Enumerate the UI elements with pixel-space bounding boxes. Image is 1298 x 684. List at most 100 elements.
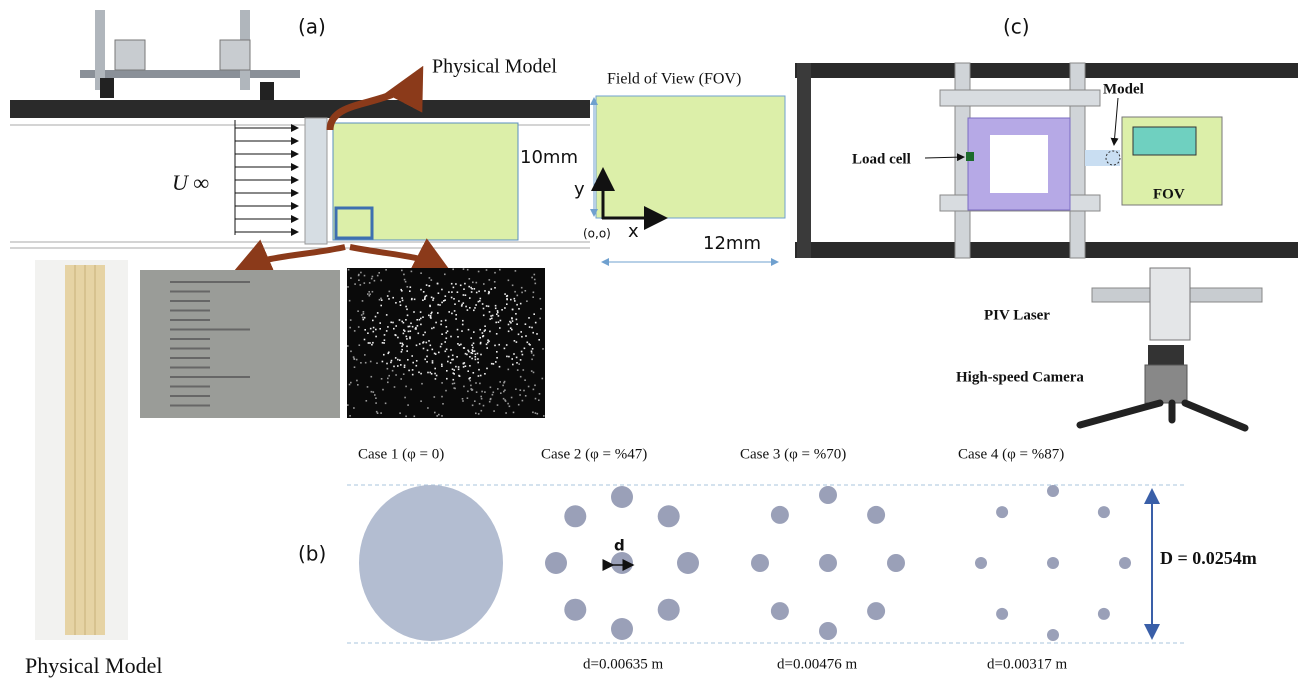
particle	[347, 345, 349, 347]
rod	[1119, 557, 1131, 569]
particle	[525, 323, 527, 325]
particle	[426, 356, 428, 358]
particle	[448, 291, 450, 293]
particle	[515, 313, 517, 315]
rod	[771, 602, 789, 620]
particle	[467, 391, 469, 393]
particle	[468, 286, 470, 288]
particle	[446, 326, 448, 328]
particle	[459, 344, 461, 346]
particle	[471, 358, 473, 360]
particle	[466, 354, 468, 356]
rod	[545, 552, 567, 574]
particle	[490, 315, 492, 317]
particle	[452, 269, 454, 271]
particle	[401, 321, 403, 323]
particle	[426, 295, 428, 297]
particle	[404, 397, 406, 399]
particle	[486, 344, 488, 346]
particle	[459, 375, 461, 377]
rod	[611, 486, 633, 508]
particle	[454, 383, 456, 385]
particle	[461, 330, 463, 332]
particle	[514, 340, 516, 342]
particle	[411, 299, 413, 301]
particle	[371, 391, 373, 393]
particle	[380, 305, 382, 307]
particle	[489, 401, 491, 403]
particle	[469, 307, 471, 309]
particle	[350, 351, 352, 353]
particle	[434, 396, 436, 398]
particle	[441, 333, 443, 335]
particle	[349, 384, 351, 386]
particle	[452, 368, 454, 370]
particle	[365, 362, 367, 364]
particle	[480, 396, 482, 398]
particle	[402, 344, 404, 346]
particle	[418, 372, 420, 374]
particle	[445, 295, 447, 297]
particle	[350, 277, 352, 279]
width-label: 12mm	[703, 233, 761, 254]
particle	[364, 354, 366, 356]
case-title: Case 1 (φ = 0)	[358, 446, 444, 462]
particle	[489, 331, 491, 333]
flow-label: U ∞	[172, 170, 209, 195]
particle	[448, 356, 450, 358]
particle	[481, 410, 483, 412]
particle	[368, 291, 370, 293]
particle	[373, 327, 375, 329]
particle	[441, 302, 443, 304]
particle	[375, 329, 377, 331]
particle	[359, 344, 361, 346]
particle	[406, 309, 408, 311]
particle	[366, 400, 368, 402]
particle	[427, 350, 429, 352]
particle	[495, 305, 497, 307]
particle	[504, 389, 506, 391]
particle	[471, 388, 473, 390]
particle	[490, 387, 492, 389]
particle	[497, 310, 499, 312]
particle	[418, 333, 420, 335]
particle	[404, 366, 406, 368]
particle	[441, 343, 443, 345]
particle	[498, 321, 500, 323]
particle	[488, 293, 490, 295]
particle	[521, 351, 523, 353]
particle	[506, 296, 508, 298]
particle	[435, 378, 437, 380]
rod	[1047, 485, 1059, 497]
model-label: Model	[1103, 81, 1144, 97]
channel-wall	[795, 242, 1298, 258]
particle	[474, 350, 476, 352]
particle	[440, 324, 442, 326]
particle	[379, 299, 381, 301]
particle	[362, 317, 364, 319]
particle	[383, 354, 385, 356]
particle	[513, 412, 515, 414]
particle	[422, 299, 424, 301]
particle-image	[347, 268, 545, 418]
particle	[420, 373, 422, 375]
particle	[358, 326, 360, 328]
particle	[450, 362, 452, 364]
particle	[510, 322, 512, 324]
particle	[416, 360, 418, 362]
particle	[433, 298, 435, 300]
particle	[380, 298, 382, 300]
particle	[484, 329, 486, 331]
particle	[491, 288, 493, 290]
particle	[506, 356, 508, 358]
particle	[529, 326, 531, 328]
particle	[403, 274, 405, 276]
particle	[361, 314, 363, 316]
particle	[462, 400, 464, 402]
particle	[431, 297, 433, 299]
particle	[446, 349, 448, 351]
particle	[523, 390, 525, 392]
particle	[379, 322, 381, 324]
particle	[499, 366, 501, 368]
particle	[471, 291, 473, 293]
